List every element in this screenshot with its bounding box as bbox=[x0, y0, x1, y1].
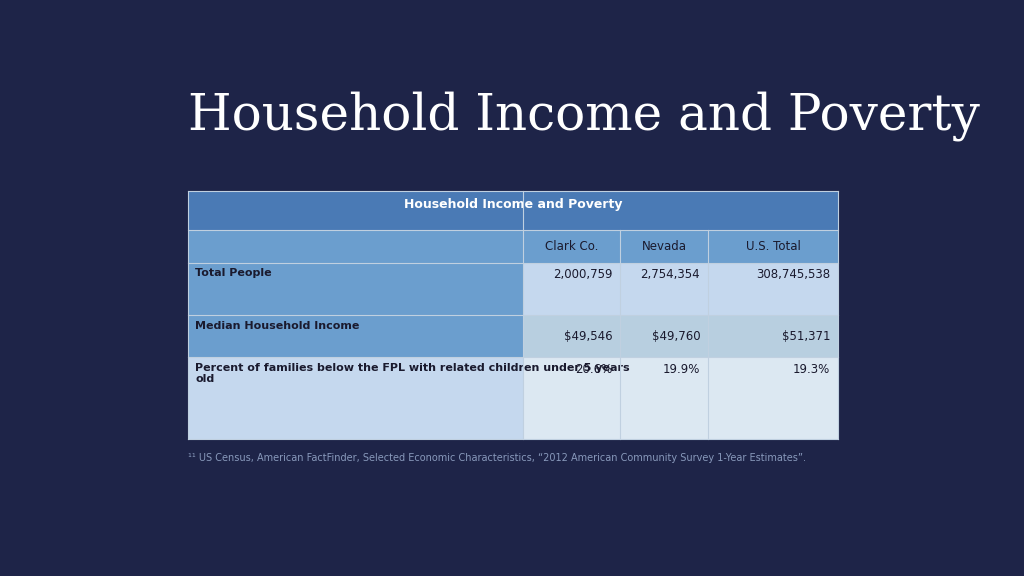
Text: 2,000,759: 2,000,759 bbox=[553, 268, 612, 282]
Text: Nevada: Nevada bbox=[642, 240, 687, 253]
FancyBboxPatch shape bbox=[709, 263, 839, 315]
Text: ¹¹ US Census, American FactFinder, Selected Economic Characteristics, “2012 Amer: ¹¹ US Census, American FactFinder, Selec… bbox=[187, 453, 806, 463]
Text: 2,754,354: 2,754,354 bbox=[641, 268, 700, 282]
FancyBboxPatch shape bbox=[709, 358, 839, 439]
Text: $51,371: $51,371 bbox=[782, 330, 830, 343]
Text: $49,760: $49,760 bbox=[651, 330, 700, 343]
FancyBboxPatch shape bbox=[187, 315, 522, 358]
FancyBboxPatch shape bbox=[187, 263, 522, 315]
Text: Household Income and Poverty: Household Income and Poverty bbox=[187, 92, 979, 141]
FancyBboxPatch shape bbox=[187, 358, 522, 439]
FancyBboxPatch shape bbox=[187, 230, 522, 263]
FancyBboxPatch shape bbox=[522, 358, 621, 439]
FancyBboxPatch shape bbox=[522, 230, 621, 263]
Text: Percent of families below the FPL with related children under 5 years
old: Percent of families below the FPL with r… bbox=[196, 363, 630, 384]
Text: Household Income and Poverty: Household Income and Poverty bbox=[403, 198, 623, 211]
Text: $49,546: $49,546 bbox=[563, 330, 612, 343]
FancyBboxPatch shape bbox=[522, 263, 621, 315]
Text: 19.9%: 19.9% bbox=[663, 363, 700, 376]
Text: U.S. Total: U.S. Total bbox=[745, 240, 801, 253]
FancyBboxPatch shape bbox=[621, 315, 709, 358]
Text: 19.3%: 19.3% bbox=[793, 363, 830, 376]
FancyBboxPatch shape bbox=[522, 315, 621, 358]
FancyBboxPatch shape bbox=[621, 358, 709, 439]
Text: Total People: Total People bbox=[196, 268, 272, 278]
FancyBboxPatch shape bbox=[621, 230, 709, 263]
FancyBboxPatch shape bbox=[621, 263, 709, 315]
FancyBboxPatch shape bbox=[709, 315, 839, 358]
Text: 20.6%: 20.6% bbox=[575, 363, 612, 376]
Text: Clark Co.: Clark Co. bbox=[545, 240, 598, 253]
FancyBboxPatch shape bbox=[187, 191, 839, 230]
Text: Median Household Income: Median Household Income bbox=[196, 321, 359, 331]
FancyBboxPatch shape bbox=[709, 230, 839, 263]
Text: 308,745,538: 308,745,538 bbox=[756, 268, 830, 282]
